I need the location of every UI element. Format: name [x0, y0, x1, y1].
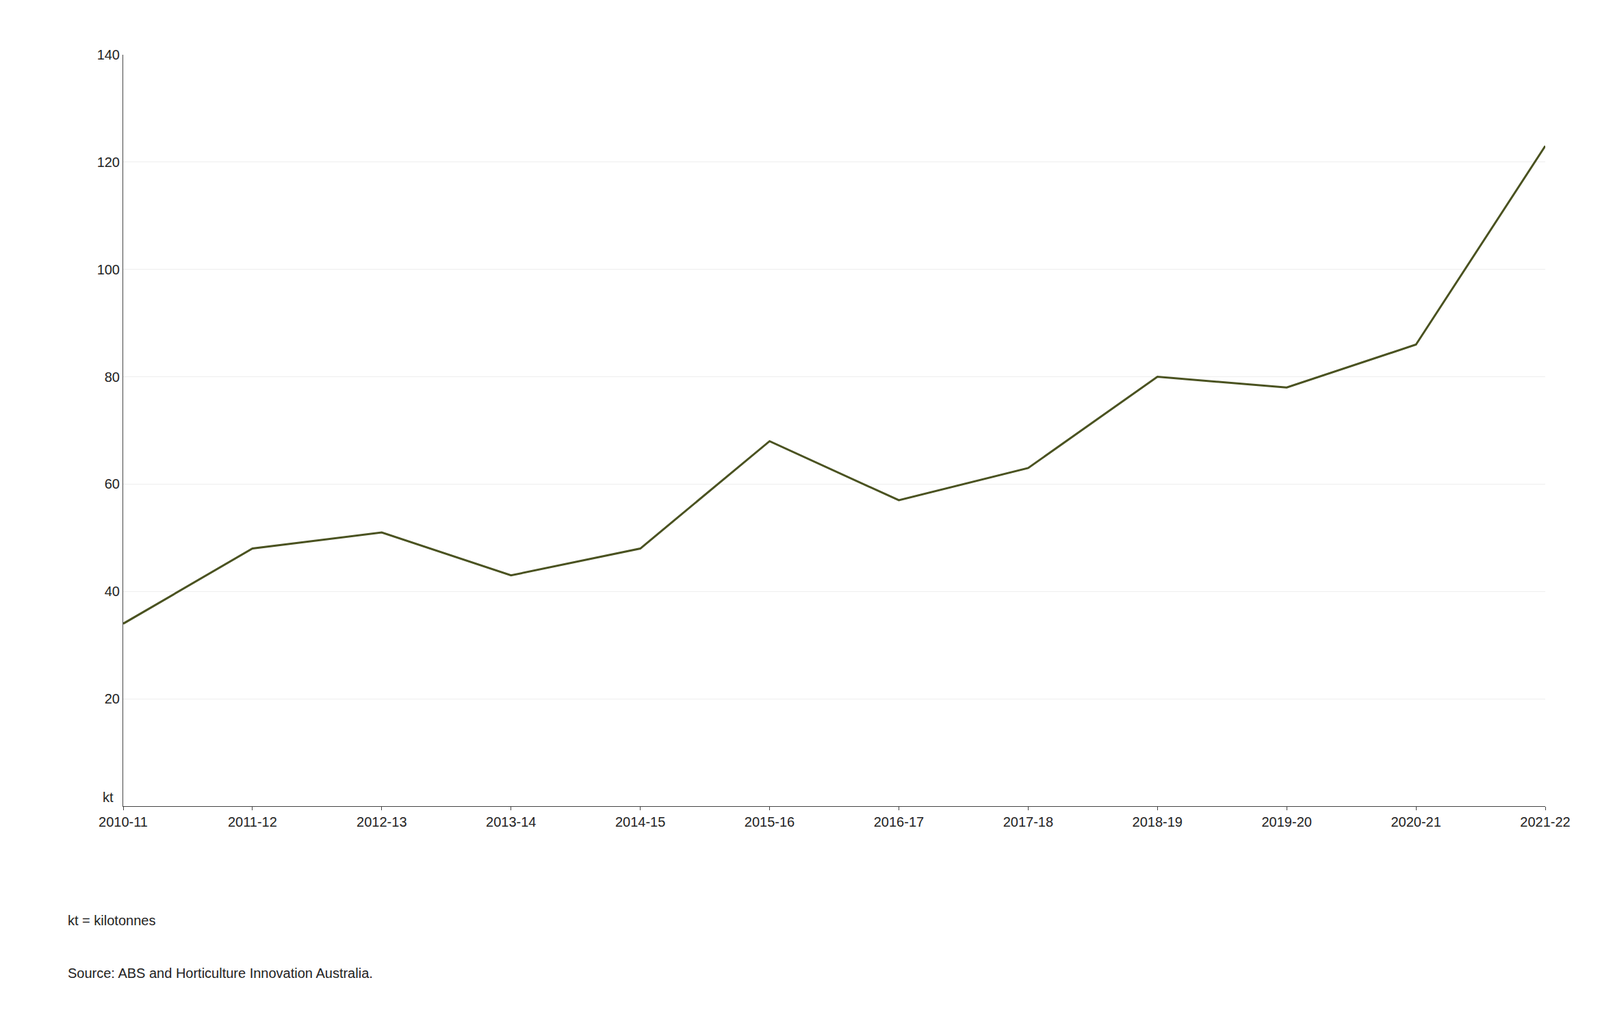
svg-text:120: 120	[97, 154, 120, 170]
svg-text:20: 20	[104, 691, 120, 707]
svg-text:100: 100	[97, 262, 120, 278]
svg-text:2015-16: 2015-16	[744, 814, 795, 830]
svg-text:2012-13: 2012-13	[356, 814, 407, 830]
svg-text:2014-15: 2014-15	[615, 814, 666, 830]
svg-text:60: 60	[104, 476, 120, 492]
svg-text:2011-12: 2011-12	[227, 814, 278, 830]
svg-text:2010-11: 2010-11	[98, 814, 148, 830]
svg-text:2016-17: 2016-17	[873, 814, 924, 830]
svg-text:2020-21: 2020-21	[1390, 814, 1441, 830]
svg-text:2018-19: 2018-19	[1132, 814, 1183, 830]
svg-text:2013-14: 2013-14	[485, 814, 536, 830]
svg-text:kt: kt	[102, 789, 114, 805]
svg-text:40: 40	[104, 583, 120, 599]
svg-text:kt = kilotonnes: kt = kilotonnes	[67, 912, 156, 928]
svg-text:2019-20: 2019-20	[1261, 814, 1312, 830]
svg-text:2021-22: 2021-22	[1519, 814, 1570, 830]
svg-text:Source: ABS and Horticulture I: Source: ABS and Horticulture Innovation …	[67, 965, 373, 981]
svg-text:2017-18: 2017-18	[1003, 814, 1054, 830]
svg-text:80: 80	[104, 369, 120, 385]
svg-text:140: 140	[97, 47, 120, 63]
